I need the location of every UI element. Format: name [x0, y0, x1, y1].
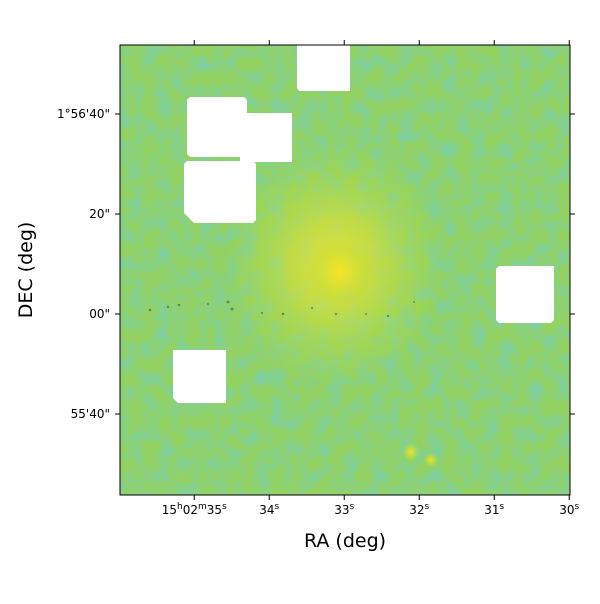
x-tick-label: 34s [259, 502, 279, 517]
y-tick-label: 1°56'40" [57, 107, 110, 121]
frame [119, 44, 571, 496]
sky-image [120, 45, 570, 495]
x-tick-label: 33s [334, 502, 354, 517]
x-tick-label: 31s [484, 502, 504, 517]
y-tick-label: 00" [89, 307, 110, 321]
x-axis-label: RA (deg) [304, 530, 386, 552]
x-tick-label: 30s [559, 502, 579, 517]
x-tick-label: 32s [409, 502, 429, 517]
x-tick-label: 15h02m35s [162, 502, 227, 517]
y-axis-label: DEC (deg) [15, 222, 37, 319]
y-tick-label: 55'40" [71, 407, 110, 421]
y-tick-label: 20" [89, 207, 110, 221]
masked-regions [173, 45, 554, 403]
